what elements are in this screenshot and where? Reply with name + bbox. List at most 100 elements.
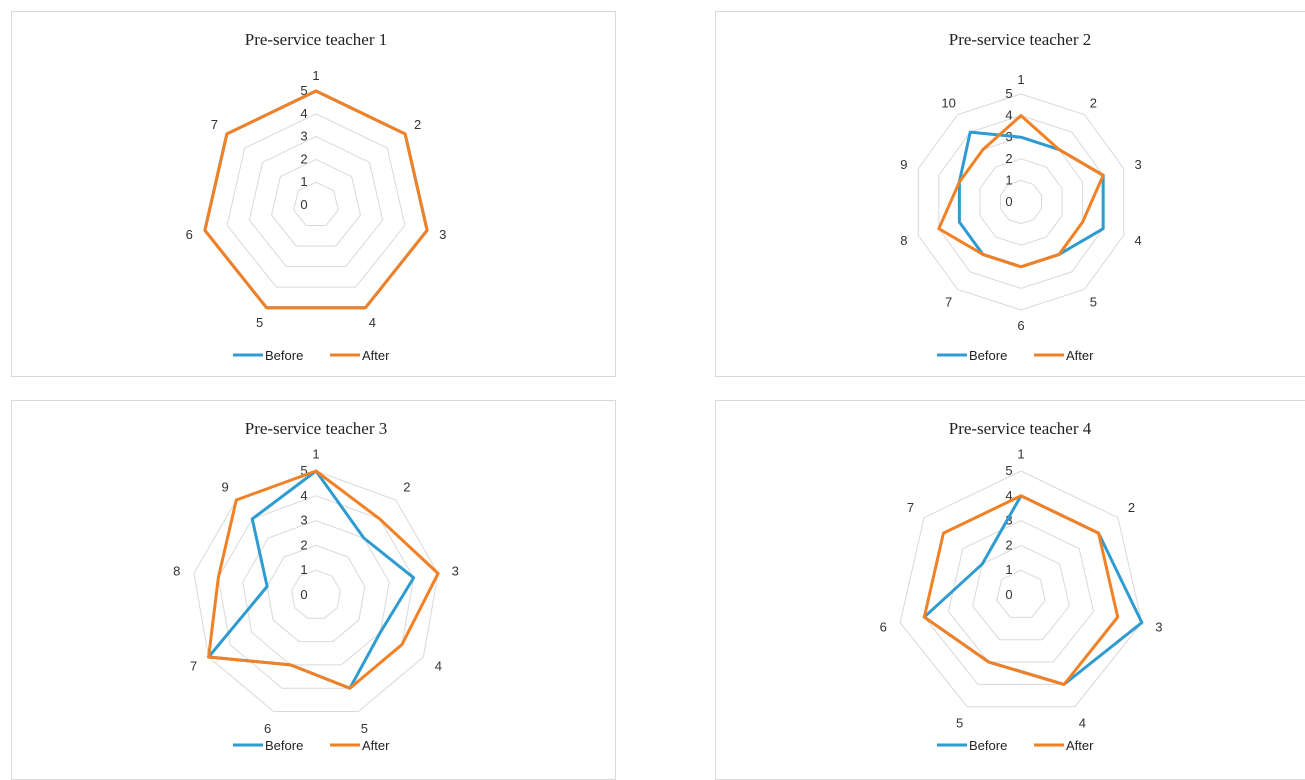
- grid-ring: [193, 470, 439, 713]
- radar-chart-svg: Pre-service teacher 201234512345678910Be…: [900, 30, 1141, 363]
- legend-label-before: Before: [265, 348, 303, 363]
- category-label: 7: [211, 117, 218, 132]
- radial-tick-label: 2: [1005, 151, 1012, 166]
- series-line-after: [207, 469, 440, 690]
- category-label: 3: [1134, 157, 1141, 172]
- category-label: 5: [956, 715, 963, 730]
- grid-ring: [204, 90, 428, 309]
- category-label: 4: [1134, 233, 1141, 248]
- radial-tick-label: 1: [1005, 172, 1012, 187]
- category-label: 1: [312, 68, 319, 83]
- series-line-after: [922, 494, 1120, 686]
- grid-ring: [271, 158, 361, 247]
- series-line-before: [207, 469, 416, 690]
- legend-label-before: Before: [969, 348, 1007, 363]
- category-label: 2: [403, 480, 410, 495]
- grid-ring: [242, 520, 390, 666]
- legend-label-after: After: [362, 738, 390, 753]
- grid-ring: [947, 520, 1095, 663]
- chart-title: Pre-service teacher 3: [245, 419, 388, 438]
- radial-tick-label: 3: [300, 129, 307, 144]
- radial-tick-label: 0: [1005, 587, 1012, 602]
- radar-chart-panel-teacher-2: Pre-service teacher 2 0 1 2 3 4 5 1 2 3 4 5 6 7 8 9 10 Be…: [715, 11, 1305, 377]
- radial-tick-label: 4: [1005, 488, 1012, 503]
- category-label: 9: [900, 157, 907, 172]
- radial-tick-label: 0: [300, 197, 307, 212]
- grid-ring: [979, 158, 1063, 246]
- category-label: 3: [452, 563, 459, 578]
- radar-chart-svg: Pre-service teacher 10123451234567Before…: [186, 30, 447, 363]
- legend-label-after: After: [362, 348, 390, 363]
- radial-tick-label: 0: [300, 587, 307, 602]
- category-label: 6: [264, 721, 271, 736]
- grid-ring: [972, 544, 1070, 641]
- radial-tick-label: 5: [1005, 463, 1012, 478]
- radar-chart-panel-teacher-4: Pre-service teacher 4 0 1 2 3 4 5 1 2 3 4 5 6 7 Before…: [715, 400, 1305, 780]
- category-label: 8: [173, 563, 180, 578]
- radial-tick-label: 0: [1005, 194, 1012, 209]
- radial-tick-label: 2: [1005, 537, 1012, 552]
- grid-ring: [996, 569, 1046, 618]
- radial-tick-label: 1: [300, 174, 307, 189]
- legend-label-after: After: [1066, 738, 1094, 753]
- category-label: 9: [222, 480, 229, 495]
- category-label: 5: [361, 721, 368, 736]
- category-label: 1: [1017, 447, 1024, 462]
- radial-tick-label: 2: [300, 151, 307, 166]
- grid-ring: [291, 569, 341, 619]
- category-label: 2: [414, 117, 421, 132]
- legend-label-before: Before: [969, 738, 1007, 753]
- category-label: 4: [369, 315, 376, 330]
- legend-label-after: After: [1066, 348, 1094, 363]
- chart-title: Pre-service teacher 4: [949, 419, 1092, 438]
- radial-tick-label: 2: [300, 537, 307, 552]
- category-label: 3: [1155, 619, 1162, 634]
- category-label: 7: [907, 500, 914, 515]
- chart-title: Pre-service teacher 2: [949, 30, 1092, 49]
- radial-tick-label: 4: [300, 106, 307, 121]
- radial-tick-label: 4: [300, 488, 307, 503]
- category-label: 6: [880, 619, 887, 634]
- grid-ring: [999, 179, 1043, 225]
- radial-tick-label: 3: [300, 513, 307, 528]
- category-label: 10: [941, 95, 955, 110]
- grid-ring: [938, 115, 1104, 289]
- category-label: 2: [1090, 95, 1097, 110]
- category-label: 1: [312, 447, 319, 462]
- grid-ring: [266, 544, 366, 643]
- radial-tick-label: 5: [300, 83, 307, 98]
- category-label: 5: [1090, 295, 1097, 310]
- category-label: 7: [945, 295, 952, 310]
- category-label: 3: [439, 227, 446, 242]
- chart-title: Pre-service teacher 1: [245, 30, 388, 49]
- grid-ring: [917, 93, 1125, 311]
- radar-chart-panel-teacher-1: Pre-service teacher 1 0 1 2 3 4 5 1 2 3 4 5 6 7 Before…: [11, 11, 616, 377]
- category-label: 5: [256, 315, 263, 330]
- grid-ring: [226, 113, 406, 288]
- series-line-after: [937, 114, 1105, 269]
- category-label: 4: [1079, 715, 1086, 730]
- radial-tick-label: 5: [1005, 86, 1012, 101]
- category-label: 6: [1017, 318, 1024, 333]
- radial-tick-label: 3: [1005, 513, 1012, 528]
- radial-tick-label: 1: [300, 562, 307, 577]
- series-line-after: [203, 89, 429, 310]
- category-label: 6: [186, 227, 193, 242]
- series-line-before: [203, 89, 429, 310]
- radial-tick-label: 5: [300, 463, 307, 478]
- radar-chart-svg: Pre-service teacher 3012345123456789Befo…: [173, 419, 459, 753]
- category-label: 2: [1128, 500, 1135, 515]
- radar-chart-panel-teacher-3: Pre-service teacher 3 0 1 2 3 4 5 1 2 3 4 5 6 7 8 9 Befo…: [11, 400, 616, 780]
- radial-tick-label: 4: [1005, 108, 1012, 123]
- series-line-before: [922, 494, 1144, 686]
- grid-ring: [248, 136, 384, 268]
- category-label: 4: [435, 659, 442, 674]
- radar-chart-svg: Pre-service teacher 40123451234567Before…: [880, 419, 1163, 753]
- grid-ring: [293, 181, 339, 227]
- grid-ring: [899, 470, 1143, 708]
- grid-ring: [217, 495, 415, 689]
- category-label: 1: [1017, 72, 1024, 87]
- legend-label-before: Before: [265, 738, 303, 753]
- radial-tick-label: 1: [1005, 562, 1012, 577]
- category-label: 7: [190, 659, 197, 674]
